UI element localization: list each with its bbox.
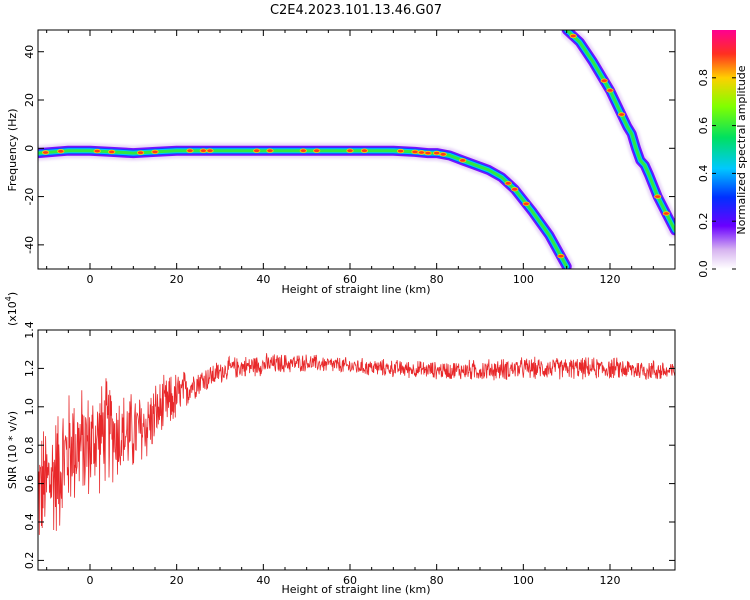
snr-y-tick-label: 0.6 bbox=[23, 475, 36, 493]
snr-series-line bbox=[38, 353, 675, 535]
ridge-hotspot bbox=[617, 112, 626, 117]
spectrogram-x-tick-label: 100 bbox=[513, 273, 534, 286]
spectrogram-panel: 0 20 40 60 80 100 120 -40 -20 0 20 40 Height of str… bbox=[6, 29, 676, 296]
ridge-hotspot bbox=[299, 148, 307, 153]
ridge-hotspot bbox=[459, 158, 467, 163]
ridge-hotspot bbox=[346, 148, 354, 153]
snr-y-tick-label: 1.2 bbox=[23, 360, 36, 378]
ridge-hotspot bbox=[662, 211, 670, 216]
snr-x-tick-label: 80 bbox=[430, 574, 444, 587]
ridge-hotspot bbox=[137, 150, 145, 155]
ridge-hotspot bbox=[360, 148, 368, 153]
spectrogram-x-tick-label: 20 bbox=[170, 273, 184, 286]
colorbar-tick-label: 0.4 bbox=[697, 165, 710, 183]
spectrogram-y-tick-label: -40 bbox=[23, 236, 36, 254]
snr-y-tick-label: 1.0 bbox=[23, 398, 36, 416]
spectrogram-xlabel: Height of straight line (km) bbox=[281, 283, 430, 296]
spectrogram-ticks: 0 20 40 60 80 100 120 -40 -20 0 20 40 bbox=[23, 30, 676, 286]
snr-multiplier-close: ) bbox=[6, 292, 19, 296]
snr-x-tick-label: 60 bbox=[343, 574, 357, 587]
colorbar-ticks: 0.0 0.2 0.4 0.6 0.8 bbox=[697, 69, 736, 278]
spectrogram-x-tick-label: 120 bbox=[600, 273, 621, 286]
ridge-hotspot bbox=[557, 253, 565, 259]
snr-ylabel: SNR (10 * v/v) bbox=[6, 411, 19, 489]
ridge-hotspot bbox=[41, 150, 50, 155]
colorbar-gradient bbox=[712, 30, 736, 269]
snr-panel: 0 20 40 60 80 100 120 0.2 0.4 0.6 0.8 1.0 1.2 1.4 Hei… bbox=[4, 292, 676, 596]
snr-y-tick-label: 0.8 bbox=[23, 436, 36, 454]
snr-multiplier: (x104) bbox=[4, 292, 19, 326]
snr-frame bbox=[37, 329, 676, 571]
ridge-hotspot bbox=[108, 149, 116, 155]
snr-x-tick-label: 40 bbox=[256, 574, 270, 587]
colorbar-tick-label: 0.0 bbox=[697, 260, 710, 278]
spectrogram-y-tick-label: 40 bbox=[23, 45, 36, 59]
snr-y-tick-label: 0.2 bbox=[23, 552, 36, 570]
spectrogram-x-tick-label: 60 bbox=[343, 273, 357, 286]
spectrogram-x-tick-label: 0 bbox=[87, 273, 94, 286]
ridge-main-layer bbox=[38, 149, 569, 269]
ridge-hotspot bbox=[253, 148, 261, 153]
ridge-hotspot bbox=[433, 150, 441, 156]
colorbar-tick-label: 0.2 bbox=[697, 212, 710, 230]
ridge-hotspot bbox=[504, 181, 512, 186]
spectrogram-ridges bbox=[38, 30, 675, 269]
ridge-hotspot bbox=[186, 148, 194, 153]
ridge-hotspot bbox=[439, 152, 447, 157]
colorbar-tick-label: 0.8 bbox=[697, 69, 710, 87]
snr-y-tick-label: 1.4 bbox=[23, 321, 36, 339]
ridge-hotspot bbox=[522, 201, 530, 206]
ridge-hotspot bbox=[600, 78, 608, 83]
ridge-hotspot bbox=[417, 150, 426, 155]
ridge-hotspot bbox=[266, 148, 274, 153]
spectrogram-frame bbox=[37, 29, 676, 270]
figure-title: C2E4.2023.101.13.46.G07 bbox=[270, 3, 442, 18]
spectrogram-x-tick-label: 80 bbox=[430, 273, 444, 286]
snr-multiplier-base: (x10 bbox=[6, 301, 19, 326]
snr-ticks: 0 20 40 60 80 100 120 0.2 0.4 0.6 0.8 1.0 1.2 1.4 bbox=[23, 321, 676, 587]
spectrogram-y-tick-label: -20 bbox=[23, 188, 36, 206]
ridge-hotspot bbox=[654, 194, 662, 199]
snr-x-tick-label: 120 bbox=[600, 574, 621, 587]
ridge-hotspot bbox=[199, 148, 207, 153]
snr-x-tick-label: 100 bbox=[513, 574, 534, 587]
ridge-hotspot bbox=[424, 150, 432, 156]
ridge-hotspot bbox=[511, 187, 519, 192]
ridge-hotspot bbox=[569, 33, 577, 39]
snr-xlabel: Height of straight line (km) bbox=[281, 583, 430, 596]
snr-x-tick-label: 20 bbox=[170, 574, 184, 587]
ridge-hotspot bbox=[206, 148, 214, 153]
ridge-hotspot bbox=[57, 149, 65, 154]
spectrogram-y-tick-label: 20 bbox=[23, 93, 36, 107]
colorbar-label: Normalized spectral amplitude bbox=[735, 65, 748, 234]
ridge-hotspot bbox=[606, 88, 614, 93]
ridge-hotspot bbox=[396, 148, 405, 154]
ridge-hotspot bbox=[151, 149, 159, 155]
spectrogram-ylabel: Frequency (Hz) bbox=[6, 109, 19, 192]
snr-multiplier-exp: 4 bbox=[4, 296, 13, 301]
colorbar: 0.0 0.2 0.4 0.6 0.8 Normalized spectral ampl… bbox=[697, 30, 748, 278]
snr-x-tick-label: 0 bbox=[87, 574, 94, 587]
spectrogram-x-tick-label: 40 bbox=[256, 273, 270, 286]
colorbar-tick-label: 0.6 bbox=[697, 117, 710, 135]
spectrogram-y-tick-label: 0 bbox=[23, 145, 36, 152]
snr-y-tick-label: 0.4 bbox=[23, 513, 36, 531]
ridge-hotspot bbox=[93, 148, 101, 154]
ridge-hotspot bbox=[411, 149, 419, 155]
ridge-hotspot bbox=[313, 148, 321, 153]
